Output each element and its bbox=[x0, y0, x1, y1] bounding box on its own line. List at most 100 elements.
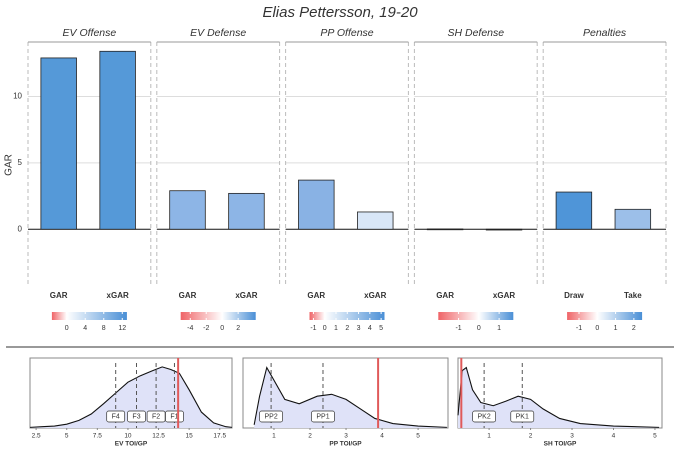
x-tick-label: 1 bbox=[272, 433, 276, 440]
marker-label: F3 bbox=[132, 413, 140, 420]
colorbar-tick-label: -1 bbox=[455, 325, 461, 332]
marker-label: F2 bbox=[152, 413, 160, 420]
x-tick-label: xGAR bbox=[493, 291, 515, 300]
bar bbox=[169, 190, 206, 230]
x-tick-label: 4 bbox=[380, 433, 384, 440]
colorbar-tick-label: 4 bbox=[83, 325, 87, 332]
panel-bg bbox=[156, 42, 280, 285]
x-tick-label: GAR bbox=[179, 291, 197, 300]
colorbar-tick-label: 0 bbox=[477, 325, 481, 332]
x-axis-label: PP TOI/GP bbox=[329, 441, 362, 448]
colorbar-tick-label: -1 bbox=[310, 325, 316, 332]
colorbar-tick-label: 2 bbox=[236, 325, 240, 332]
x-tick-label: 2.5 bbox=[32, 433, 41, 440]
bar bbox=[40, 57, 77, 230]
marker-box bbox=[259, 410, 283, 423]
marker-label: PK2 bbox=[478, 413, 491, 420]
density-line bbox=[457, 366, 660, 428]
marker-label: PP2 bbox=[264, 413, 277, 420]
x-tick-label: 7.5 bbox=[93, 433, 102, 440]
colorbar-tick-label: 4 bbox=[368, 325, 372, 332]
x-tick-label: Take bbox=[624, 291, 642, 300]
colorbar bbox=[180, 312, 256, 320]
strip-label: PP Offense bbox=[320, 27, 373, 39]
colorbar-tick-label: -4 bbox=[187, 325, 193, 332]
panel-bg bbox=[285, 42, 409, 285]
x-tick-label: xGAR bbox=[107, 291, 129, 300]
x-tick-label: 4 bbox=[612, 433, 616, 440]
marker-box bbox=[106, 410, 126, 423]
bar bbox=[228, 192, 265, 230]
colorbar-tick-label: 0 bbox=[220, 325, 224, 332]
marker-box bbox=[510, 410, 535, 423]
x-tick-label: 10 bbox=[124, 433, 132, 440]
x-tick-label: Draw bbox=[564, 291, 584, 300]
x-axis-label: SH TOI/GP bbox=[544, 441, 577, 448]
colorbar-tick-label: 0 bbox=[595, 325, 599, 332]
marker-box bbox=[127, 410, 146, 423]
colorbar-tick-label: 2 bbox=[632, 325, 636, 332]
colorbar-tick-label: -2 bbox=[203, 325, 209, 332]
x-tick-label: 2 bbox=[529, 433, 533, 440]
colorbar bbox=[51, 312, 127, 320]
x-tick-label: 3 bbox=[344, 433, 348, 440]
marker-label: F1 bbox=[170, 413, 178, 420]
x-tick-label: xGAR bbox=[235, 291, 257, 300]
strip-label: SH Defense bbox=[447, 27, 504, 39]
bar bbox=[357, 211, 394, 230]
marker-label: PP1 bbox=[316, 413, 329, 420]
colorbar bbox=[438, 312, 514, 320]
colorbar-tick-label: -1 bbox=[576, 325, 582, 332]
y-axis-label: GAR bbox=[4, 154, 15, 176]
x-tick-label: GAR bbox=[436, 291, 454, 300]
marker-label: PK1 bbox=[516, 413, 529, 420]
colorbar-tick-label: 1 bbox=[614, 325, 618, 332]
x-tick-label: GAR bbox=[50, 291, 68, 300]
bar bbox=[485, 228, 523, 231]
bar bbox=[614, 208, 652, 230]
x-tick-label: 2 bbox=[308, 433, 312, 440]
colorbar-tick-label: 12 bbox=[118, 325, 126, 332]
bar bbox=[298, 179, 335, 230]
colorbar-tick-label: 5 bbox=[379, 325, 383, 332]
x-tick-label: 17.5 bbox=[213, 433, 226, 440]
panel-bg bbox=[543, 42, 666, 285]
x-tick-label: 12.5 bbox=[152, 433, 165, 440]
marker-label: F4 bbox=[112, 413, 120, 420]
strip-label: EV Defense bbox=[190, 27, 246, 39]
bar bbox=[555, 191, 593, 230]
x-tick-label: xGAR bbox=[364, 291, 386, 300]
marker-box bbox=[472, 410, 496, 423]
x-tick-label: 5 bbox=[416, 433, 420, 440]
y-tick-label: 0 bbox=[18, 224, 23, 233]
marker-box bbox=[146, 410, 166, 423]
density-area bbox=[458, 367, 660, 428]
colorbar bbox=[309, 312, 385, 320]
density-line bbox=[253, 366, 447, 428]
marker-box bbox=[311, 410, 335, 423]
panel-bg bbox=[414, 42, 538, 285]
x-tick-label: 1 bbox=[487, 433, 491, 440]
density-area bbox=[254, 367, 447, 428]
bar bbox=[99, 50, 136, 230]
colorbar-tick-label: 1 bbox=[334, 325, 338, 332]
y-tick-label: 10 bbox=[13, 92, 22, 101]
strip-label: Penalties bbox=[583, 27, 627, 39]
x-tick-label: 5 bbox=[653, 433, 657, 440]
bar bbox=[426, 228, 464, 231]
colorbar-tick-label: 1 bbox=[497, 325, 501, 332]
colorbar-tick-label: 3 bbox=[357, 325, 361, 332]
y-tick-label: 5 bbox=[18, 158, 23, 167]
colorbar bbox=[567, 312, 643, 320]
chart-title: Elias Pettersson, 19-20 bbox=[262, 4, 418, 21]
colorbar-tick-label: 2 bbox=[345, 325, 349, 332]
density-line bbox=[29, 366, 233, 428]
x-tick-label: 5 bbox=[65, 433, 69, 440]
colorbar-tick-label: 0 bbox=[323, 325, 327, 332]
x-axis-label: EV TOI/GP bbox=[115, 441, 148, 448]
strip-label: EV Offense bbox=[63, 27, 117, 39]
x-tick-label: 3 bbox=[570, 433, 574, 440]
colorbar-tick-label: 8 bbox=[102, 325, 106, 332]
x-tick-label: 15 bbox=[186, 433, 194, 440]
